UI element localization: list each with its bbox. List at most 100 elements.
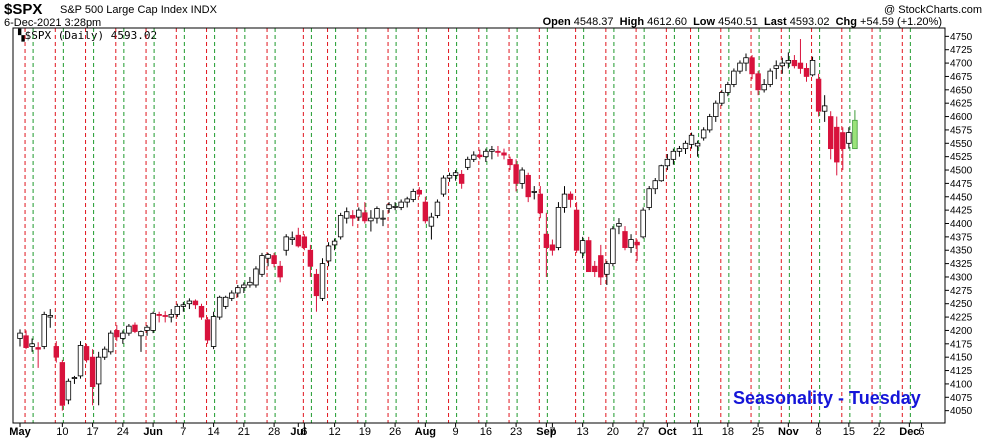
candle-body [761,84,767,91]
candle-body [343,211,350,219]
y-tick-label: 4750 [950,32,973,43]
candle-body [543,233,550,248]
plot-frame [12,27,946,424]
candle-body [640,209,646,238]
candle-body [471,154,477,160]
candle-body [277,265,283,278]
candle-body [192,300,199,306]
candle-body [17,332,23,339]
index-description: S&P 500 Large Cap Index INDX [60,4,217,16]
candle-body [253,268,259,286]
y-tick-label: 4700 [950,59,973,70]
candle-body [743,57,749,64]
candle-body [598,255,604,278]
candle-body [295,234,301,247]
candle-body [731,70,737,85]
candle-body [83,346,90,361]
candle-body [688,134,695,145]
candle-body [210,316,217,347]
y-tick-label: 4625 [950,99,973,110]
candle-body [658,165,664,182]
candle-body [150,312,156,331]
y-tick-label: 4225 [950,313,973,324]
candle-body [483,150,489,158]
candle-body [713,102,719,117]
candle-body [604,263,610,275]
candle-body [180,304,187,307]
x-tick-label: 13 [577,426,589,438]
y-tick-label: 4600 [950,112,973,123]
candle-body [707,116,713,131]
chg-value: +54.59 (+1.20%) [860,16,942,28]
candle-body [791,60,798,67]
x-tick-label: 11 [692,426,703,438]
candle-body [374,208,380,219]
y-tick-label: 4100 [950,379,973,390]
candle-body [71,377,78,379]
candle-body [325,245,332,262]
x-tick-label: Nov [778,426,800,438]
x-tick-label: Aug [415,426,436,438]
candle-body [47,315,53,318]
candle-body [350,215,356,219]
x-tick-label: 7 [549,426,555,438]
candle-body [108,332,114,353]
candle-body [289,237,295,240]
candle-body [428,216,435,227]
candle-body [628,239,634,248]
x-tick-label: 9 [453,426,459,438]
candle-body [319,263,326,299]
x-tick-label: 22 [873,426,885,438]
x-tick-label: 10 [56,426,68,438]
candle-body [216,296,223,318]
candle-body [664,158,671,167]
candle-body [307,249,314,267]
x-tick-label: 15 [843,426,855,438]
candle-body [495,150,501,153]
candle-body [809,60,816,76]
y-tick-label: 4450 [950,192,973,203]
candle-body [301,236,308,248]
x-tick-label: 27 [637,426,649,438]
candle-body [773,65,779,69]
candle-body [452,172,459,176]
candle-body [555,207,562,248]
candle-body [519,169,525,184]
candle-body [682,142,689,150]
y-tick-label: 4300 [950,272,973,283]
candle-body [102,348,108,358]
y-tick-label: 4550 [950,139,973,150]
candle-body [186,300,193,305]
candle-body [531,191,537,193]
x-tick-label: 6 [918,426,924,438]
candle-body [89,356,96,387]
x-tick-label: 16 [480,426,492,438]
y-tick-label: 4200 [950,326,973,337]
candle-body [386,204,392,209]
low-value: 4540.51 [718,16,758,28]
candle-body [440,177,447,195]
x-tick-label: 14 [207,426,219,438]
candle-body [652,180,658,190]
y-tick-label: 4675 [950,72,973,83]
x-tick-label: May [9,426,31,438]
candle-body [755,73,761,91]
x-tick-label: Oct [658,426,677,438]
y-tick-label: 4575 [950,125,973,136]
candle-body [283,236,289,251]
quote-summary: Open 4548.37 High 4612.60 Low 4540.51 La… [543,16,942,28]
candle-body [525,174,531,198]
candle-body [616,223,622,227]
candle-body [489,149,495,152]
candle-body [144,326,150,331]
candle-body [120,332,126,339]
candle-body [477,154,483,158]
candle-body [592,265,598,273]
candle-body [779,62,785,67]
candle-body [634,241,640,246]
candle-body [174,305,180,315]
candle-body [23,335,29,348]
